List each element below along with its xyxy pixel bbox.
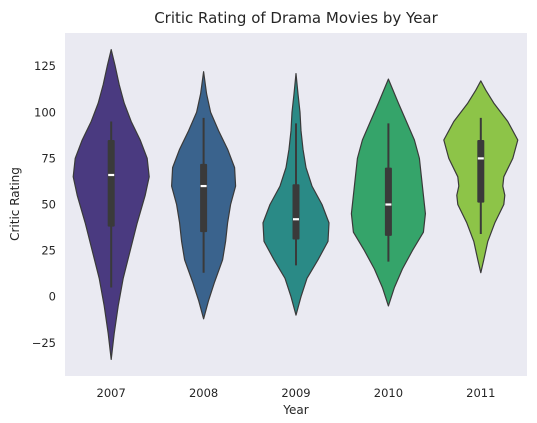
x-axis: 2007 2008 2009 2010 2011 xyxy=(97,386,496,400)
iqr-box-2010 xyxy=(384,167,392,236)
violins xyxy=(72,49,519,360)
x-tick-label: 2008 xyxy=(189,386,218,400)
y-axis: 125 100 75 50 25 0 −25 xyxy=(32,59,56,350)
x-tick-label: 2011 xyxy=(466,386,495,400)
chart-title: Critic Rating of Drama Movies by Year xyxy=(154,9,438,27)
iqr-box-2011 xyxy=(477,139,485,203)
y-tick-label: 100 xyxy=(34,105,56,119)
x-tick-label: 2010 xyxy=(374,386,403,400)
iqr-box-2009 xyxy=(292,184,300,240)
x-tick-label: 2009 xyxy=(281,386,310,400)
y-tick-label: 25 xyxy=(41,244,56,258)
y-axis-label: Critic Rating xyxy=(8,167,22,241)
y-tick-label: 125 xyxy=(34,59,56,73)
y-tick-label: 50 xyxy=(41,198,56,212)
iqr-box-2007 xyxy=(107,139,115,227)
x-axis-label: Year xyxy=(282,403,308,417)
y-tick-label: −25 xyxy=(32,336,56,350)
y-tick-label: 75 xyxy=(41,151,56,165)
y-tick-label: 0 xyxy=(49,290,56,304)
x-tick-label: 2007 xyxy=(97,386,126,400)
iqr-box-2008 xyxy=(200,163,208,233)
